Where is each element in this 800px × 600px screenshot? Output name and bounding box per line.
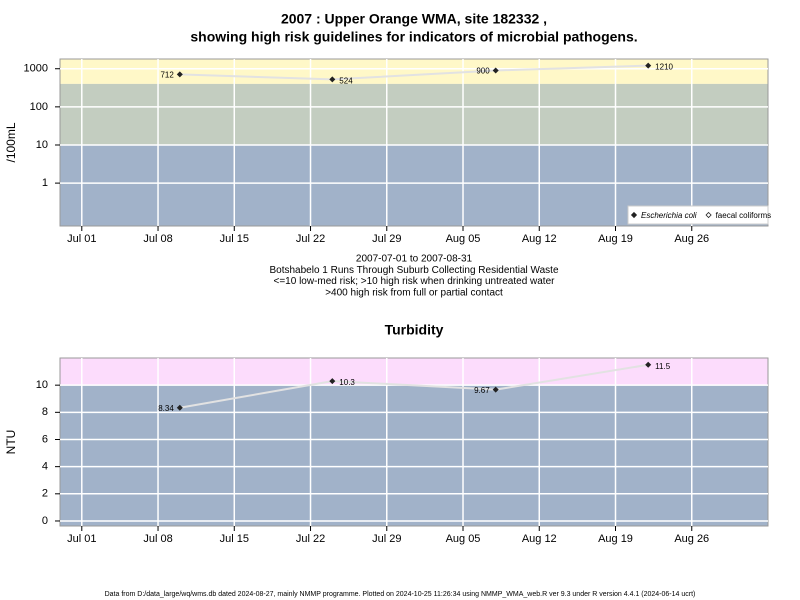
chart-title: Turbidity	[385, 322, 444, 338]
note: Botshabelo 1 Runs Through Suburb Collect…	[269, 265, 558, 276]
x-tick-label: Aug 26	[674, 233, 709, 245]
legend-box	[627, 205, 769, 225]
data-point	[492, 386, 499, 393]
x-tick-label: Aug 05	[446, 233, 481, 245]
y-tick-label: 1000	[24, 63, 48, 75]
x-tick-label: Jul 01	[67, 533, 96, 545]
x-tick-label: Jul 15	[220, 533, 249, 545]
legend-label: Escherichia coli	[641, 211, 697, 220]
y-tick-label: 10	[36, 139, 48, 151]
x-tick-label: Jul 29	[372, 233, 401, 245]
y-tick-label: 4	[42, 461, 48, 473]
chart-title: 2007 : Upper Orange WMA, site 182332 ,	[281, 11, 547, 27]
risk-band	[60, 83, 768, 145]
x-tick-label: Aug 19	[598, 233, 633, 245]
plot-frame	[59, 58, 769, 227]
y-tick-label: 1	[42, 177, 48, 189]
x-tick-label: Aug 12	[522, 233, 557, 245]
note: 2007-07-01 to 2007-08-31	[356, 254, 473, 265]
x-tick-label: Aug 12	[522, 533, 557, 545]
y-tick-label: 6	[42, 433, 48, 445]
data-label: 8.34	[158, 404, 174, 413]
chart-subtitle: showing high risk guidelines for indicat…	[190, 29, 637, 45]
data-point	[176, 71, 183, 78]
y-tick-label: 100	[30, 101, 48, 113]
data-point	[176, 404, 183, 411]
legend-label: faecal coliforms	[716, 211, 772, 220]
footer: Data from D:/data_large/wq/wms.db dated …	[105, 591, 696, 598]
note: >400 high risk from full or partial cont…	[325, 288, 503, 299]
data-label: 712	[160, 70, 174, 79]
risk-band	[60, 59, 768, 84]
x-tick-label: Jul 22	[296, 233, 325, 245]
note: <=10 low-med risk; >10 high risk when dr…	[274, 276, 556, 287]
x-tick-label: Jul 29	[372, 533, 401, 545]
data-label: 524	[339, 77, 353, 86]
data-label: 900	[476, 67, 490, 76]
data-label: 9.67	[474, 386, 490, 395]
data-point	[329, 378, 336, 385]
data-point	[645, 361, 652, 368]
x-tick-label: Aug 19	[598, 533, 633, 545]
data-label: 10.3	[339, 378, 355, 387]
x-tick-label: Jul 08	[143, 533, 172, 545]
plot-frame	[59, 357, 769, 527]
legend-marker	[705, 211, 712, 219]
x-tick-label: Jul 01	[67, 233, 96, 245]
legend-marker	[630, 211, 638, 219]
series-line	[179, 363, 649, 409]
data-label: 1210	[655, 63, 673, 72]
y-tick-label: 8	[42, 406, 48, 418]
x-tick-label: Aug 05	[446, 533, 481, 545]
data-point	[492, 67, 499, 74]
data-label: 11.5	[655, 362, 671, 371]
x-tick-label: Jul 15	[220, 233, 249, 245]
y-tick-label: 2	[42, 488, 48, 500]
y-axis-label: /100mL	[4, 122, 18, 162]
data-point	[329, 76, 336, 83]
x-tick-label: Jul 08	[143, 233, 172, 245]
series-line	[179, 64, 649, 81]
y-axis-label: NTU	[4, 430, 18, 455]
y-tick-label: 0	[42, 515, 48, 527]
x-tick-label: Aug 26	[674, 533, 709, 545]
risk-band	[60, 358, 768, 386]
x-tick-label: Jul 22	[296, 533, 325, 545]
data-point	[645, 62, 652, 69]
y-tick-label: 10	[36, 379, 48, 391]
